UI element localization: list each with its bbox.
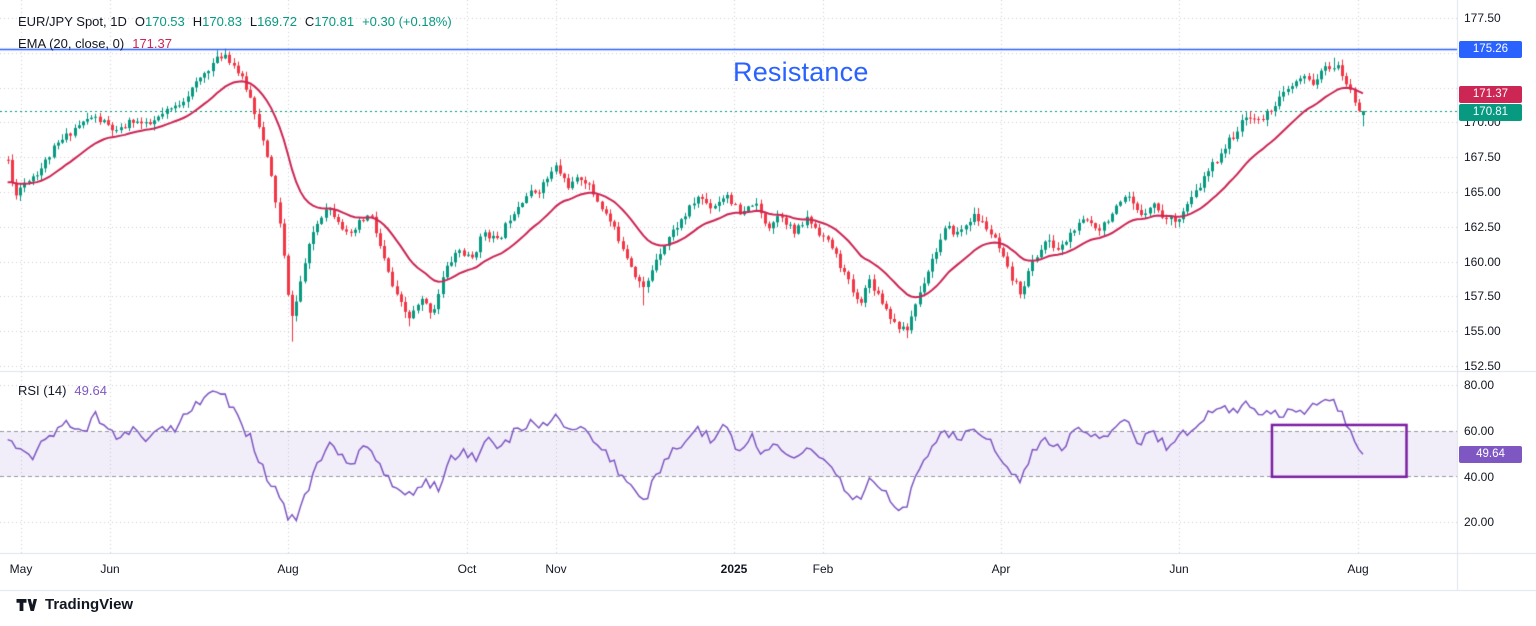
price-axis-tick: 177.50 <box>1464 11 1501 25</box>
close-value: 170.81 <box>314 14 355 29</box>
open-label: O <box>134 14 145 29</box>
resistance-price-badge: 175.26 <box>1459 41 1522 58</box>
time-axis-label: Jun <box>100 562 120 576</box>
time-axis-label: Oct <box>457 562 477 576</box>
price-axis-tick: 167.50 <box>1464 150 1501 164</box>
time-axis-label: Nov <box>545 562 567 576</box>
ohlc-low: L 169.72 <box>250 14 297 29</box>
price-axis-tick: 165.00 <box>1464 185 1501 199</box>
ohlc-high: H 170.83 <box>193 14 242 29</box>
time-axis-label: Feb <box>812 562 834 576</box>
open-value: 170.53 <box>145 14 185 29</box>
resistance-annotation[interactable]: Resistance <box>733 57 869 87</box>
low-label: L <box>249 14 258 29</box>
rsi-legend-label[interactable]: RSI (14) <box>18 383 67 398</box>
rsi-axis-tick: 80.00 <box>1464 378 1495 392</box>
footer-brand-text[interactable]: TradingView <box>45 596 134 613</box>
footer-brand[interactable]: TradingView <box>16 596 133 613</box>
ohlc-open: O 170.53 <box>135 14 185 29</box>
ema-legend-value: 171.37 <box>132 36 172 51</box>
rsi-legend-value: 49.64 <box>74 383 107 398</box>
symbol-legend[interactable]: EUR/JPY Spot, 1D O 170.53 H 170.83 L 169.72… <box>18 14 452 29</box>
time-axis-label: May <box>9 562 33 576</box>
price-axis-tick: 157.50 <box>1464 289 1501 303</box>
tradingview-logo-icon <box>16 598 37 611</box>
high-value: 170.83 <box>202 14 242 29</box>
time-axis-label: Aug <box>277 562 299 576</box>
rsi-value-badge: 49.64 <box>1459 446 1522 463</box>
ema-legend-label[interactable]: EMA (20, close, 0) <box>18 36 125 51</box>
rsi-axis-tick: 60.00 <box>1464 424 1495 438</box>
time-axis-label: Apr <box>991 562 1011 576</box>
time-axis-label: Jun <box>1169 562 1189 576</box>
low-value: 169.72 <box>257 14 297 29</box>
ema-price-badge: 171.37 <box>1459 86 1522 103</box>
price-axis-tick: 155.00 <box>1464 324 1501 338</box>
close-label: C <box>304 14 315 29</box>
last-price-badge: 170.81 <box>1459 104 1522 121</box>
change-value: +0.30 (+0.18%) <box>362 14 452 29</box>
price-axis-tick: 160.00 <box>1464 255 1501 269</box>
ohlc-close: C 170.81 <box>305 14 354 29</box>
price-axis-tick: 162.50 <box>1464 220 1501 234</box>
rsi-legend[interactable]: RSI (14) 49.64 <box>18 383 107 398</box>
price-axis-tick: 152.50 <box>1464 359 1501 373</box>
time-axis-label-year: 2025 <box>720 562 748 576</box>
rsi-axis-tick: 40.00 <box>1464 470 1495 484</box>
rsi-axis-tick: 20.00 <box>1464 515 1495 529</box>
ema-legend[interactable]: EMA (20, close, 0) 171.37 <box>18 36 172 51</box>
time-axis-label: Aug <box>1347 562 1369 576</box>
symbol-title[interactable]: EUR/JPY Spot, 1D <box>18 14 127 29</box>
high-label: H <box>192 14 203 29</box>
